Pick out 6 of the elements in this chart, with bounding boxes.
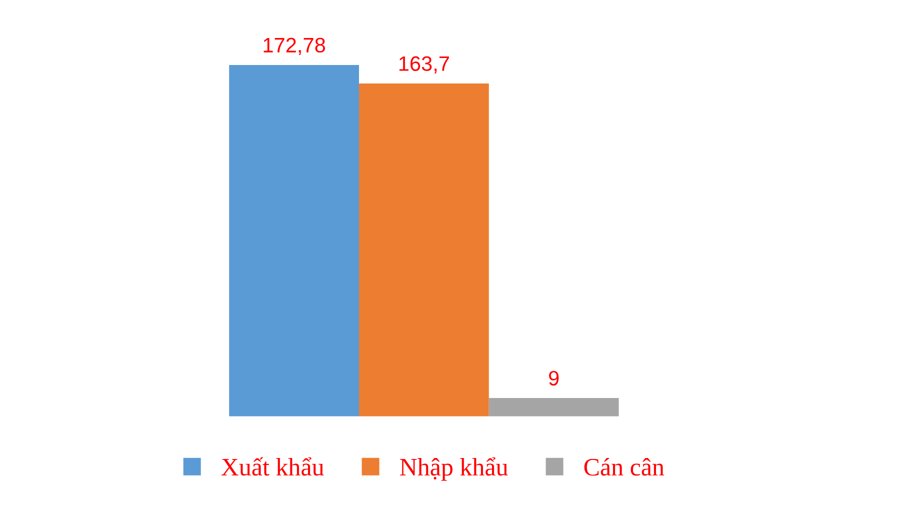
legend-label: Xuất khẩu (221, 457, 324, 476)
legend-label: Nhập khẩu (400, 457, 508, 481)
data-label: 163,7 (399, 56, 449, 74)
legend-label: Cán cân (584, 458, 664, 476)
data-label: 9 (549, 370, 559, 386)
data-label: 172,78 (264, 38, 326, 56)
